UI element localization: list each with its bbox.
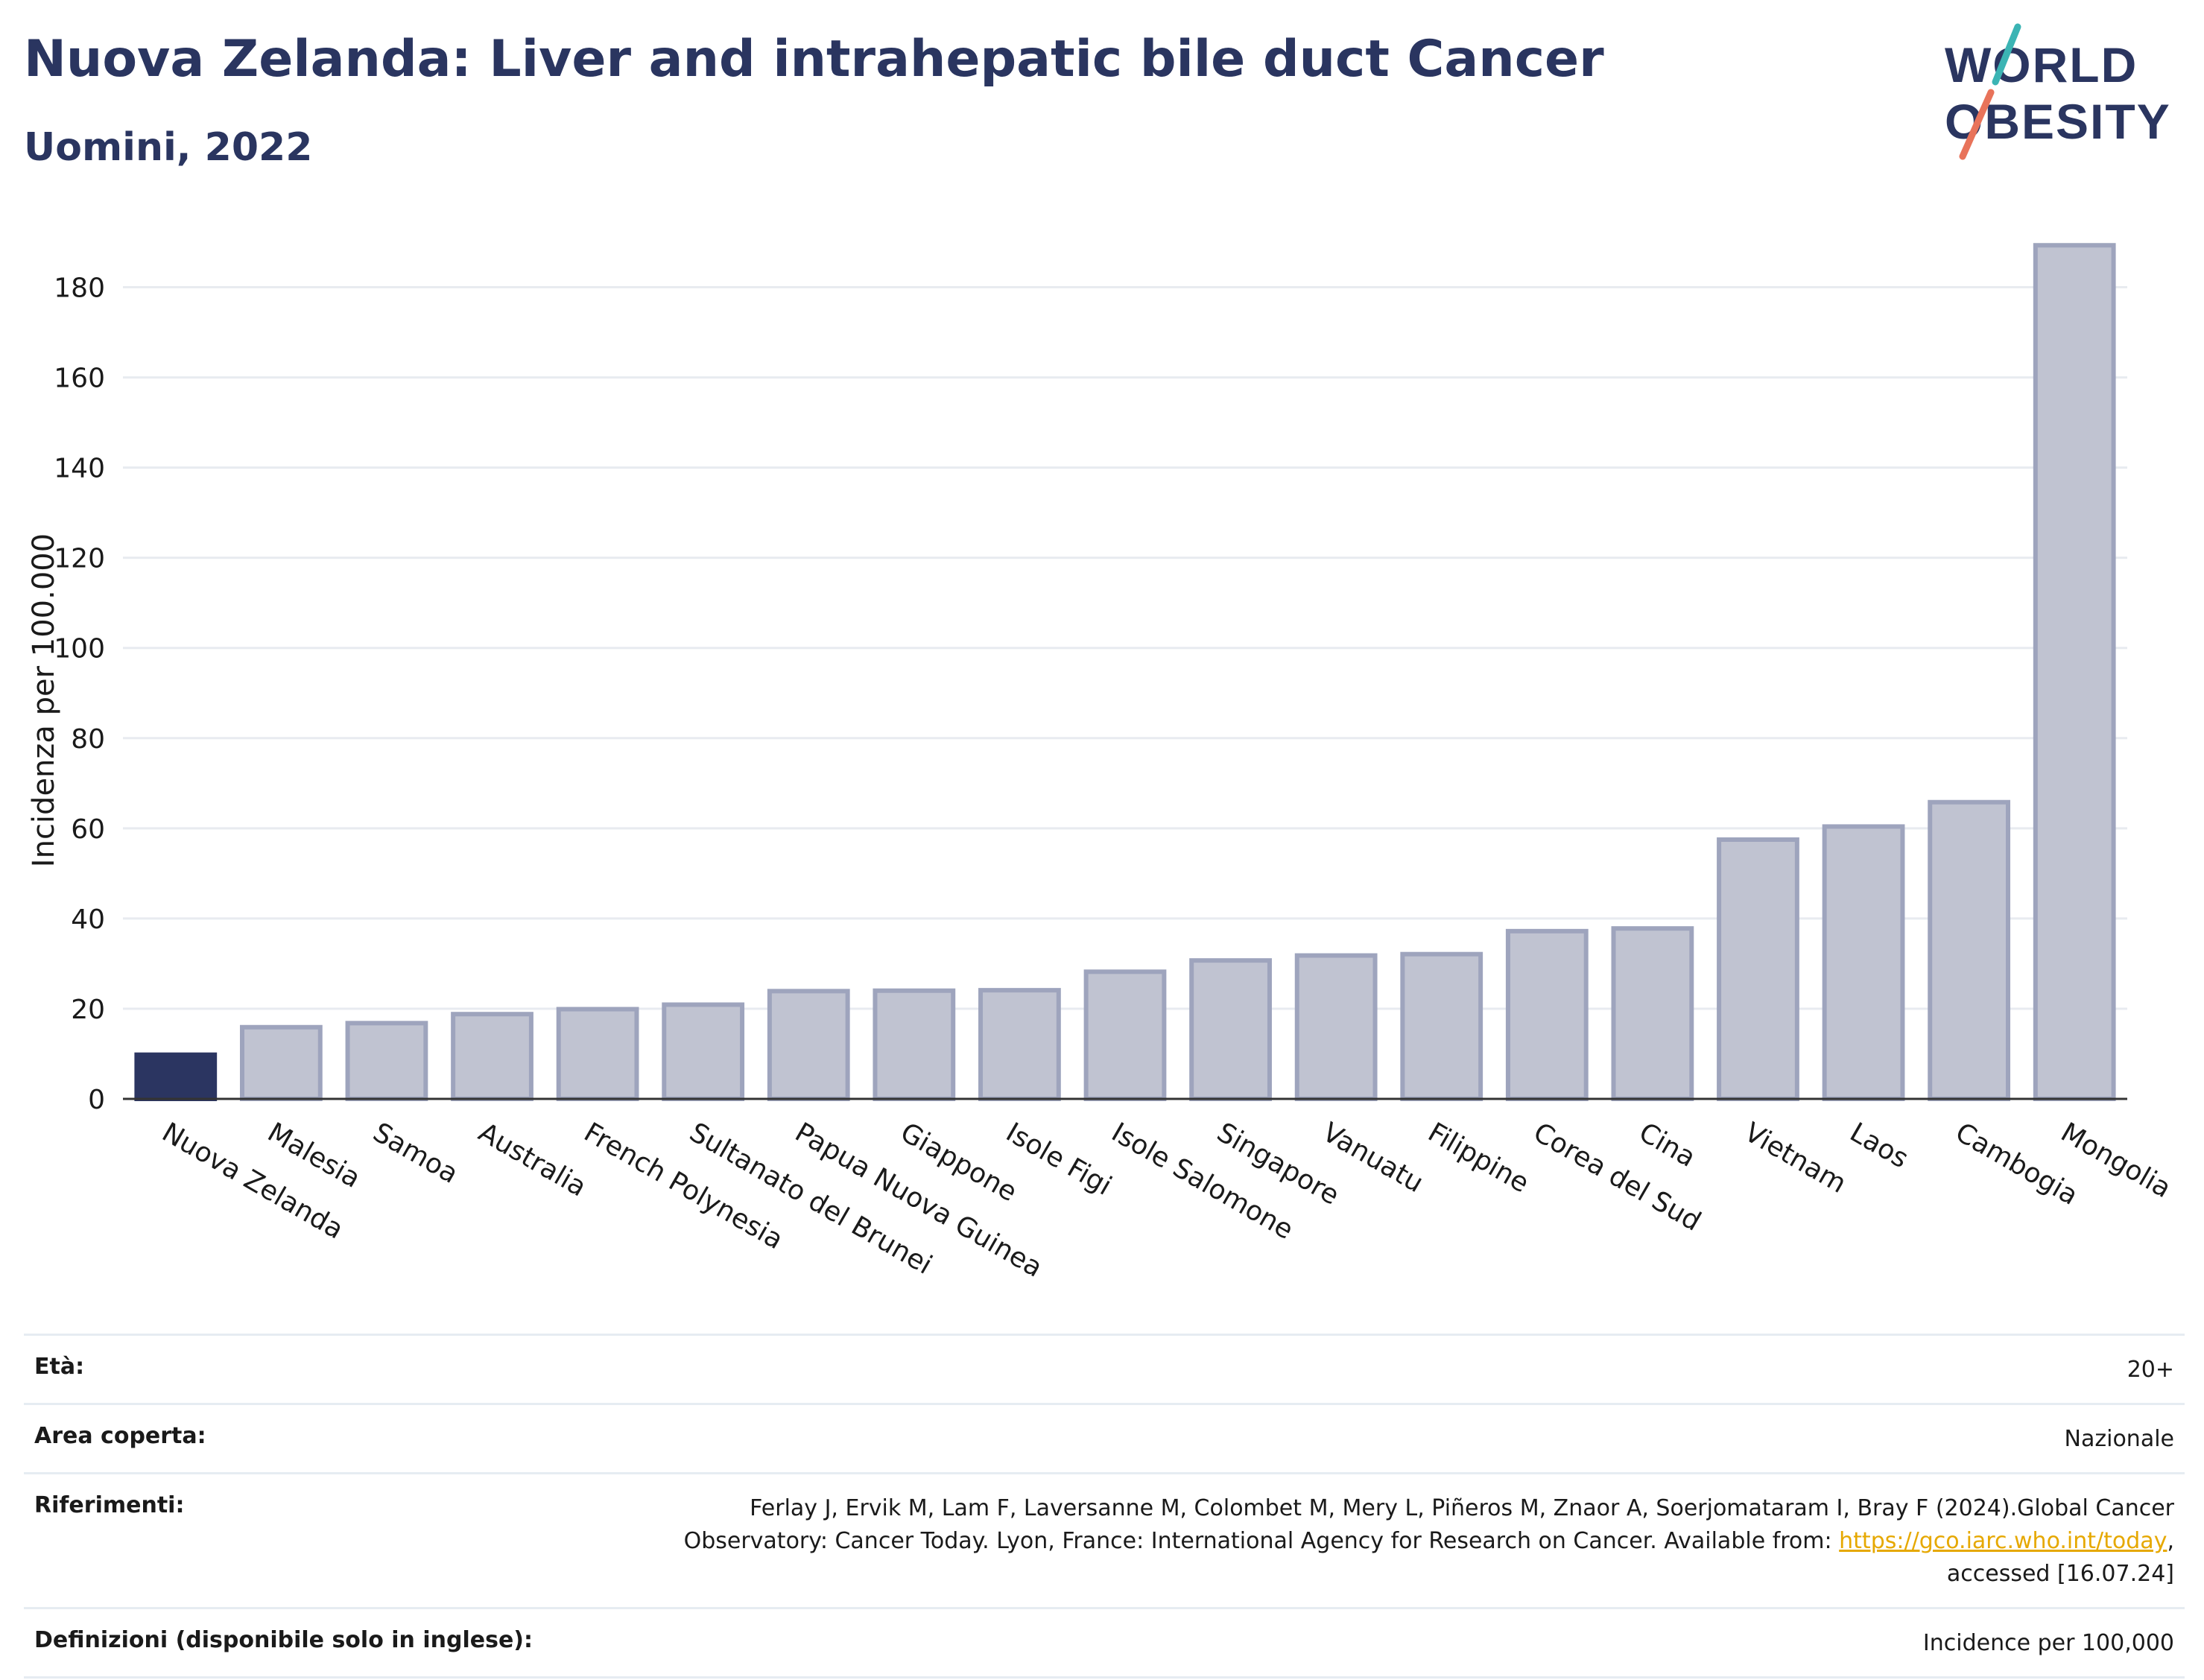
definitions-value: Incidence per 100,000 [1922,1630,2174,1656]
bar [1294,953,1378,1101]
x-tick-label: Vietnam [1739,1117,1851,1199]
bar-chart: 0 20 40 60 80 100 120 140 160 180 Nuova ZelandaMa… [27,243,2176,1284]
logo-slash-coral [1959,89,1995,160]
bar [1717,837,1799,1101]
reference-link[interactable]: https://gco.iarc.who.int/today [1839,1528,2167,1554]
x-tick-label: French Polynesia [579,1117,788,1255]
x-tick-label: Samoa [368,1117,463,1190]
chart-subtitle: Uomini, 2022 [24,125,313,170]
world-obesity-logo: WORLD OBESITY [1945,23,2171,160]
y-tick-label: 120 [54,544,105,574]
y-tick-label: 160 [54,364,105,394]
y-tick-label: 100 [54,634,105,665]
logo-word-obesity: OBESITY [1945,94,2171,149]
x-tick-label: Isole Figi [1001,1117,1117,1201]
bar [556,1007,639,1101]
bar [345,1021,428,1102]
bar [1189,958,1272,1101]
area-label: Area coperta: [34,1423,206,1449]
definitions-label: Definizioni (disponibile solo in inglese… [34,1627,533,1653]
age-value: 20+ [2127,1357,2174,1383]
bar [1611,926,1694,1101]
info-footer: Età: 20+ Area coperta: Nazionale Riferim… [24,1334,2185,1679]
y-tick-label: 180 [54,273,105,304]
footer-row-area: Area coperta: Nazionale [24,1403,2185,1472]
x-tick-label: Australia [473,1117,591,1202]
references-label: Riferimenti: [34,1492,185,1518]
bar [134,1052,218,1101]
bar [2033,243,2116,1102]
chart-title: Nuova Zelanda: Liver and intrahepatic bi… [24,30,1604,89]
references-value: Ferlay J, Ervik M, Lam F, Laversanne M, … [684,1492,2174,1591]
reference-line-1: Ferlay J, Ervik M, Lam F, Laversanne M, … [750,1495,2174,1521]
age-label: Età: [34,1354,85,1380]
y-tick-label: 140 [54,454,105,484]
reference-line-2-text: Observatory: Cancer Today. Lyon, France:… [683,1528,1840,1554]
bar [1928,799,2011,1101]
y-tick-label: 80 [71,724,105,755]
reference-line-3: accessed [16.07.24] [1946,1561,2174,1587]
x-tick-label: Cina [1634,1117,1701,1173]
y-tick-label: 20 [71,995,105,1025]
bar [1083,969,1167,1101]
bar [239,1024,323,1102]
footer-row-definitions: Definizioni (disponibile solo in inglese… [24,1607,2185,1679]
reference-line-2: Observatory: Cancer Today. Lyon, France:… [684,1525,2174,1558]
reference-line-2-suffix: , [2167,1528,2174,1554]
bar [1822,824,1905,1102]
bar [1400,951,1483,1101]
bar [451,1012,533,1102]
x-tick-label: Laos [1845,1117,1913,1174]
y-tick-label: 0 [88,1085,105,1115]
y-axis-ticks: 0 20 40 60 80 100 120 140 160 180 [54,273,105,1115]
bar [1505,928,1589,1101]
bar [767,989,850,1102]
x-tick-label: Nuova Zelanda [156,1117,348,1245]
footer-row-age: Età: 20+ [24,1334,2185,1403]
x-tick-label: Isole Salomone [1106,1117,1299,1246]
bar [978,988,1061,1102]
logo-word-world: WORLD [1945,37,2138,92]
bar [873,988,956,1101]
footer-row-references: Riferimenti: Ferlay J, Ervik M, Lam F, L… [24,1472,2185,1607]
y-tick-label: 60 [71,814,105,845]
area-value: Nazionale [2064,1426,2174,1452]
logo-slash-teal [1992,23,2021,86]
bar [662,1002,745,1101]
y-axis-label: Incidenza per 100.000 [27,533,61,867]
bars [134,243,2116,1102]
x-tick-label: Filippine [1422,1117,1533,1199]
y-tick-label: 40 [71,904,105,935]
